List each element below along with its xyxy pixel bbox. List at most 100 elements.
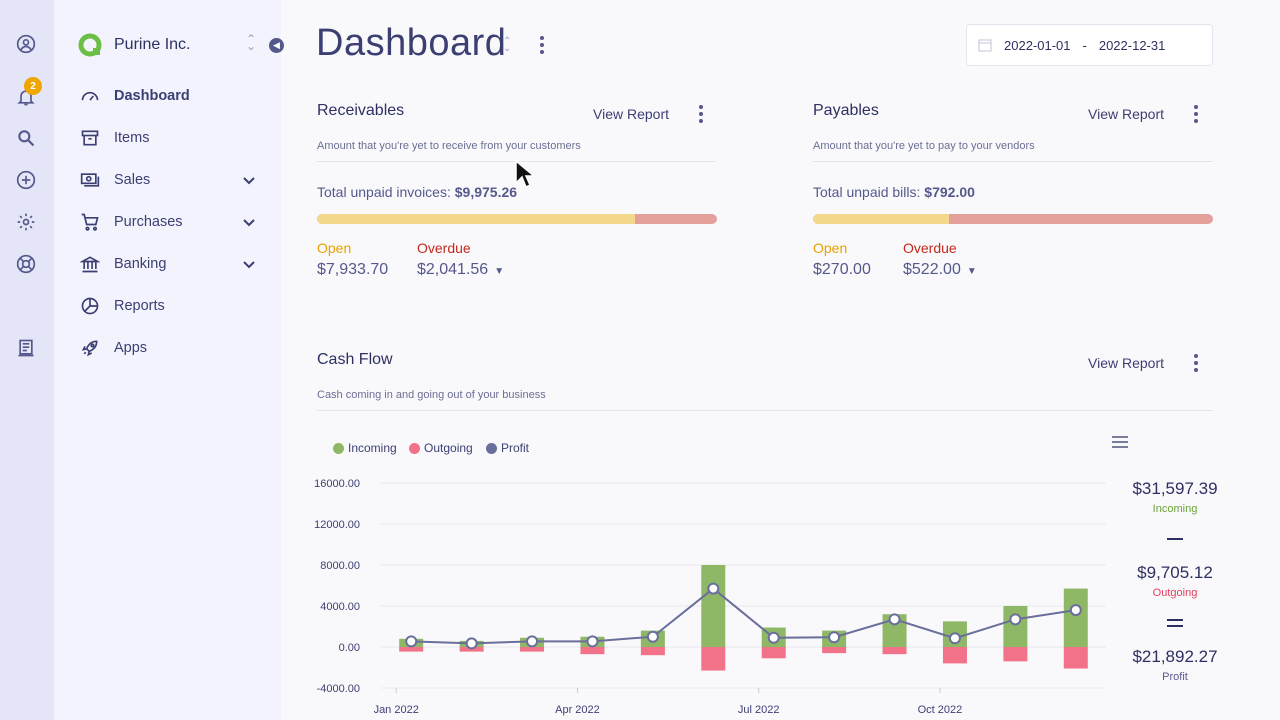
date-range-picker[interactable]: 2022-01-01 - 2022-12-31 xyxy=(966,24,1213,66)
chart-menu-hamburger-icon[interactable] xyxy=(1112,436,1130,450)
payables-total: Total unpaid bills: $792.00 xyxy=(813,184,975,200)
payables-overdue-value: $522.00 xyxy=(903,261,961,278)
profit-point xyxy=(465,637,478,650)
payables-kebab-icon[interactable] xyxy=(1186,102,1206,126)
sidebar-item-reports[interactable]: Reports xyxy=(80,294,260,318)
outgoing-bar xyxy=(640,647,665,656)
y-tick-label: 16000.00 xyxy=(314,478,360,490)
sidebar-item-apps[interactable]: Apps xyxy=(80,336,260,360)
payables-title: Payables xyxy=(813,102,879,119)
summary-outgoing-value: $9,705.12 xyxy=(1137,563,1213,582)
profit-point xyxy=(828,631,841,644)
summary-profit: $21,892.27 Profit xyxy=(1126,647,1224,683)
equals-operator-top-icon xyxy=(1167,619,1183,621)
cashflow-kebab-icon[interactable] xyxy=(1186,351,1206,375)
payables-total-label: Total unpaid bills: xyxy=(813,184,921,200)
company-switch-chevrons-icon[interactable]: ⌃ ⌄ xyxy=(246,32,257,53)
receivables-view-report-link[interactable]: View Report xyxy=(593,106,670,122)
equals-operator-bottom-icon xyxy=(1167,625,1183,627)
summary-incoming-label: Incoming xyxy=(1152,503,1198,515)
legend-profit-dot xyxy=(486,442,497,454)
outgoing-bar xyxy=(882,647,907,655)
company-selector[interactable]: Purine Inc. xyxy=(78,33,190,57)
dashboard-actions-kebab-icon[interactable] xyxy=(532,33,552,57)
receivables-open-value: $7,933.70 xyxy=(317,261,389,278)
profit-point xyxy=(948,632,961,645)
payables-view-report-link[interactable]: View Report xyxy=(1088,106,1165,122)
search-icon[interactable] xyxy=(15,127,37,149)
outgoing-bar xyxy=(520,647,545,652)
payables-progress-bar xyxy=(813,214,1213,224)
receivables-total-label: Total unpaid invoices: xyxy=(317,184,451,200)
outgoing-bar xyxy=(1063,647,1088,669)
receivables-open-label: Open xyxy=(317,240,352,256)
document-receipt-icon[interactable] xyxy=(15,337,37,359)
caret-down-icon: ▼ xyxy=(494,266,505,277)
sidebar-item-sales[interactable]: Sales xyxy=(80,168,260,192)
date-start[interactable]: 2022-01-01 xyxy=(1004,37,1071,53)
date-separator: - xyxy=(1082,37,1087,53)
legend-profit[interactable]: Profit xyxy=(486,441,529,455)
profit-point xyxy=(405,635,418,648)
legend-profit-label: Profit xyxy=(501,441,530,455)
profit-point xyxy=(707,582,720,595)
summary-incoming-value: $31,597.39 xyxy=(1132,479,1218,498)
dashboard-switch-chevrons-icon[interactable]: ⌃ ⌄ xyxy=(503,36,512,54)
sidebar: Purine Inc. ⌃ ⌄ ◀ Dashboard Items Sales P… xyxy=(54,0,284,720)
legend-outgoing[interactable]: Outgoing xyxy=(409,441,473,455)
minus-operator-icon xyxy=(1167,538,1183,540)
page-title[interactable]: Dashboard xyxy=(316,22,507,64)
legend-outgoing-dot xyxy=(409,442,420,454)
receivables-total-value: $9,975.26 xyxy=(454,184,518,200)
outgoing-bar xyxy=(761,647,786,659)
profit-point xyxy=(646,630,659,643)
company-logo-icon xyxy=(78,33,102,57)
help-lifebuoy-icon[interactable] xyxy=(15,253,37,275)
chevron-down-icon xyxy=(243,177,255,185)
outgoing-bar xyxy=(822,647,847,654)
speedometer-icon xyxy=(80,86,100,106)
cashflow-divider xyxy=(317,410,1213,411)
sidebar-item-label: Sales xyxy=(114,172,151,188)
collapse-sidebar-icon[interactable]: ◀ xyxy=(269,38,284,53)
incoming-bar xyxy=(1003,606,1028,647)
sidebar-item-purchases[interactable]: Purchases xyxy=(80,210,260,234)
sidebar-item-label: Items xyxy=(114,130,150,146)
settings-gear-icon[interactable] xyxy=(15,211,37,233)
payables-overdue-label: Overdue xyxy=(903,240,957,256)
chevron-down-icon xyxy=(243,261,255,269)
sidebar-item-banking[interactable]: Banking xyxy=(80,252,260,276)
cart-icon xyxy=(80,212,100,232)
summary-outgoing-label: Outgoing xyxy=(1152,587,1198,599)
profile-icon[interactable] xyxy=(15,33,37,55)
sidebar-item-dashboard[interactable]: Dashboard xyxy=(80,84,260,108)
summary-profit-value: $21,892.27 xyxy=(1132,647,1218,666)
legend-incoming-label: Incoming xyxy=(348,441,397,455)
sidebar-item-label: Apps xyxy=(114,340,148,356)
outgoing-bar xyxy=(701,647,726,671)
payables-open-label: Open xyxy=(813,240,848,256)
sidebar-item-label: Reports xyxy=(114,298,165,314)
receivables-progress-bar xyxy=(317,214,717,224)
profit-line xyxy=(411,587,1076,645)
receivables-overdue-dropdown[interactable]: $2,041.56 ▼ xyxy=(417,261,504,279)
legend-incoming[interactable]: Incoming xyxy=(333,441,397,455)
date-end[interactable]: 2022-12-31 xyxy=(1098,37,1166,53)
add-new-icon[interactable] xyxy=(15,169,37,191)
receivables-title: Receivables xyxy=(317,102,405,119)
mouse-cursor-icon xyxy=(515,159,536,189)
payables-divider xyxy=(813,161,1213,162)
payables-subtitle: Amount that you're yet to pay to your ve… xyxy=(813,140,1035,152)
cashflow-view-report-link[interactable]: View Report xyxy=(1088,355,1165,371)
payables-overdue-dropdown[interactable]: $522.00 ▼ xyxy=(903,261,977,279)
notifications-icon[interactable]: 2 xyxy=(15,77,42,108)
receivables-kebab-icon[interactable] xyxy=(691,102,711,126)
sidebar-item-label: Purchases xyxy=(114,214,183,230)
x-tick-label: Oct 2022 xyxy=(918,704,963,716)
sidebar-item-items[interactable]: Items xyxy=(80,126,260,150)
x-tick-label: Jul 2022 xyxy=(738,704,780,716)
sidebar-item-label: Banking xyxy=(114,256,167,272)
cashflow-title: Cash Flow xyxy=(317,351,393,368)
payables-open-fill xyxy=(813,214,950,224)
outgoing-bar xyxy=(1003,647,1028,662)
